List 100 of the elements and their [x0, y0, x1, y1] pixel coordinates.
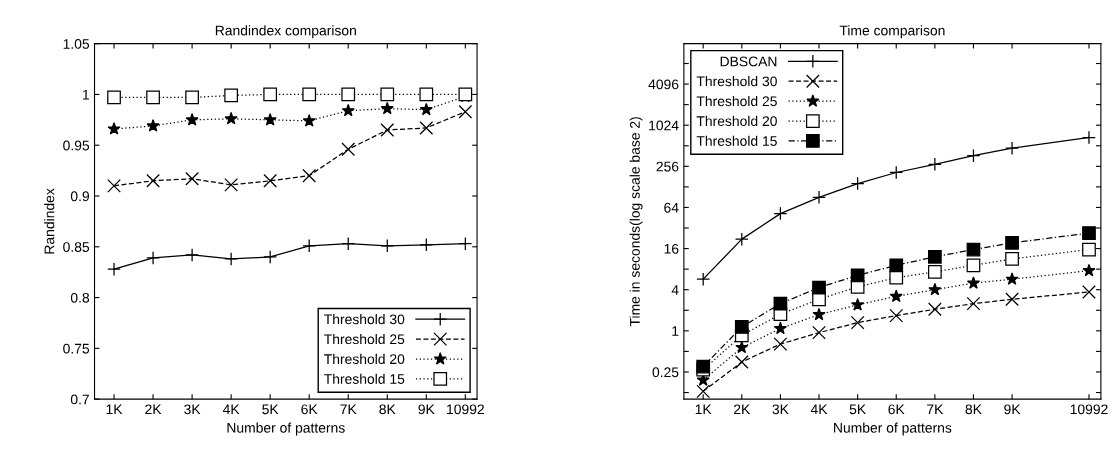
point — [889, 308, 904, 323]
point — [966, 258, 981, 273]
point — [966, 296, 981, 311]
point — [302, 168, 317, 183]
point — [1005, 292, 1019, 307]
point — [1082, 226, 1096, 240]
point — [263, 173, 278, 188]
x-tick-label: 6K — [888, 404, 905, 415]
y-tick-label: 1 — [672, 326, 679, 336]
x-tick-label: 8K — [965, 404, 982, 415]
point — [1082, 263, 1096, 277]
y-tick-label: 4 — [671, 285, 679, 295]
x-tick-label: 10992 — [1070, 404, 1108, 415]
legend-label: Threshold 25 — [324, 333, 405, 345]
legend-label: Threshold 30 — [696, 76, 777, 87]
y-axis-title: Randindex — [44, 188, 55, 254]
point — [341, 236, 356, 251]
x-tick-label: 7K — [340, 404, 357, 415]
x-tick-label: 5K — [849, 404, 866, 415]
point — [1082, 285, 1096, 299]
legend-label: Threshold 20 — [324, 353, 405, 365]
y-tick-label: 0.9 — [70, 191, 89, 202]
point — [1082, 130, 1096, 145]
point — [419, 87, 434, 102]
point — [302, 87, 317, 102]
x-tick-label: 9K — [418, 404, 435, 415]
point — [927, 249, 942, 264]
point — [734, 320, 749, 334]
x-tick-label: 9K — [1004, 404, 1021, 415]
point — [889, 289, 903, 303]
point — [889, 258, 904, 273]
legend-label: Threshold 30 — [324, 314, 405, 325]
point — [419, 121, 434, 135]
x-tick-label: 4K — [810, 404, 828, 415]
point — [146, 119, 160, 132]
x-tick-label: 1K — [695, 404, 712, 415]
y-tick-label: 64 — [664, 202, 679, 213]
point — [107, 178, 121, 193]
legend-label: Threshold 25 — [696, 95, 777, 107]
point — [850, 268, 865, 283]
point — [341, 103, 355, 117]
point — [696, 384, 711, 399]
y-tick-label: 0.85 — [63, 242, 90, 252]
point — [146, 251, 160, 265]
point — [812, 307, 826, 321]
x-tick-label: 1K — [106, 404, 123, 415]
y-tick-label: 1 — [82, 89, 89, 100]
y-tick-label: 1024 — [649, 120, 679, 131]
point — [812, 325, 826, 340]
y-tick-label: 0.75 — [63, 343, 90, 354]
legend-label: DBSCAN — [720, 56, 777, 67]
point — [224, 111, 238, 125]
x-tick-label: 8K — [379, 404, 396, 415]
point — [224, 252, 239, 266]
y-tick-label: 0.8 — [70, 292, 90, 303]
point — [224, 177, 239, 192]
point — [185, 112, 199, 126]
chart-title: Time comparison — [839, 25, 945, 39]
y-tick-label: 0.7 — [70, 394, 89, 405]
point — [419, 237, 434, 252]
point — [341, 142, 356, 157]
point — [419, 102, 433, 116]
y-tick-label: 256 — [656, 161, 679, 172]
point — [224, 88, 239, 103]
y-tick-label: 0.25 — [652, 367, 679, 378]
point — [966, 276, 981, 289]
point — [380, 101, 394, 115]
point — [927, 302, 942, 317]
point — [263, 250, 278, 264]
legend-label: Threshold 20 — [696, 115, 777, 127]
point — [773, 296, 788, 311]
point — [146, 173, 160, 188]
point — [773, 337, 788, 351]
y-tick-label: 4096 — [648, 79, 679, 90]
x-tick-label: 6K — [301, 404, 318, 415]
point — [1005, 272, 1019, 285]
point — [341, 87, 356, 102]
x-tick-label: 2K — [145, 404, 162, 415]
y-tick-label: 0.95 — [63, 140, 90, 151]
point — [107, 122, 121, 135]
point — [773, 321, 787, 335]
x-tick-label: 3K — [184, 404, 201, 415]
legend-label: Threshold 15 — [696, 135, 777, 146]
y-tick-label: 16 — [664, 243, 679, 254]
point — [812, 190, 826, 205]
x-tick-label: 10992 — [447, 404, 484, 415]
point — [966, 242, 981, 257]
point — [927, 264, 942, 279]
point — [850, 315, 865, 330]
point — [812, 280, 826, 295]
point — [735, 340, 749, 354]
x-axis-title: Number of patterns — [227, 422, 345, 436]
point — [734, 355, 749, 369]
x-tick-label: 2K — [734, 404, 751, 415]
point — [458, 104, 473, 119]
point — [263, 112, 277, 126]
point — [966, 148, 981, 163]
y-tick-label: 1.05 — [63, 38, 90, 49]
point — [380, 87, 395, 102]
point — [263, 87, 278, 102]
